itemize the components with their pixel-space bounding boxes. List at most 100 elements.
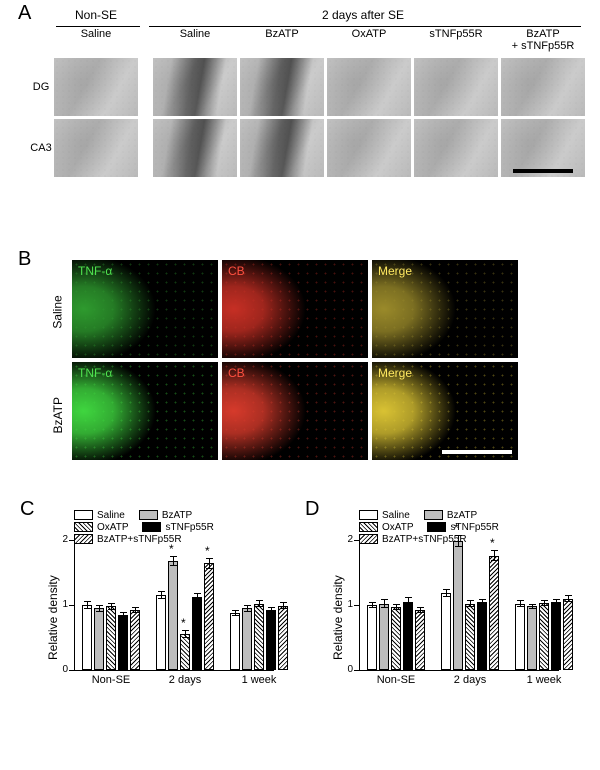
panel-b-fluorescence: Merge [372, 362, 518, 460]
panel-c-chart: SalineBzATPOxATPsTNFp55RBzATP+sTNFp55R01… [30, 520, 300, 740]
panel-b-label: B [18, 248, 31, 271]
chart-bar [441, 593, 451, 670]
legend-swatch [74, 534, 93, 544]
group-underline [149, 26, 581, 27]
y-axis-label: Relative density [46, 575, 60, 660]
chart-errorbar [123, 612, 124, 619]
chart-bar [118, 615, 128, 670]
chart-bar [82, 605, 92, 670]
chart-bar [367, 605, 377, 670]
legend-swatch [74, 522, 93, 532]
y-axis-label: Relative density [331, 575, 345, 660]
chart-bar [415, 610, 425, 670]
chart-errorbar [135, 607, 136, 614]
charts-row: C SalineBzATPOxATPsTNFp55RBzATP+sTNFp55R… [20, 498, 590, 758]
chart-errorbar [532, 604, 533, 609]
panel-b-fluorescence: CB [222, 362, 368, 460]
chart-bar [527, 606, 537, 670]
legend-swatch [427, 522, 446, 532]
y-axis [359, 540, 360, 670]
panel-a-col-label: Saline [54, 28, 138, 40]
panel-a-label: A [18, 2, 31, 25]
y-tick [354, 605, 359, 606]
chart-legend: SalineBzATPOxATPsTNFp55RBzATP+sTNFp55R [359, 510, 579, 546]
panel-a-group-label: Non-SE [54, 8, 138, 22]
panel-b-channel-tag: Merge [378, 264, 412, 278]
significance-star: * [205, 544, 210, 558]
panel-a-micrograph [153, 119, 237, 177]
panel-a-col-label: sTNFp55R [414, 28, 498, 40]
chart-errorbar [446, 589, 447, 597]
panel-a-scalebar [513, 169, 573, 173]
chart-errorbar [482, 599, 483, 606]
chart-errorbar [209, 558, 210, 568]
y-tick-label: 0 [50, 664, 68, 675]
chart-bar [551, 602, 561, 670]
chart-errorbar [111, 603, 112, 610]
y-tick [354, 540, 359, 541]
y-axis [74, 540, 75, 670]
chart-errorbar [556, 599, 557, 606]
chart-bar [379, 604, 389, 670]
panel-a-micrograph [501, 58, 585, 116]
chart-bar [515, 604, 525, 670]
panel-a-col-label: BzATP + sTNFp55R [501, 28, 585, 52]
panel-a-micrograph [153, 58, 237, 116]
panel-a-row-label: CA3 [28, 119, 54, 177]
chart-bar [477, 602, 487, 670]
chart-bar [130, 610, 140, 670]
chart-errorbar [544, 600, 545, 607]
panel-b-row-label: Saline [46, 260, 70, 358]
panel-a-micrograph [240, 119, 324, 177]
chart-bar [230, 613, 240, 670]
panel-d-chart: SalineBzATPOxATPsTNFp55RBzATP+sTNFp55R01… [315, 520, 585, 740]
x-axis [74, 670, 274, 671]
chart-bar [106, 606, 116, 670]
chart-bar [156, 595, 166, 670]
panel-a-col-label: OxATP [327, 28, 411, 40]
chart-bar [489, 556, 499, 670]
chart-errorbar [185, 630, 186, 638]
chart-bar [391, 607, 401, 670]
panel-a-micrograph [327, 119, 411, 177]
y-tick-label: 2 [50, 534, 68, 545]
chart-errorbar [161, 591, 162, 599]
chart-errorbar [247, 605, 248, 612]
chart-errorbar [384, 599, 385, 608]
chart-bar [539, 603, 549, 670]
chart-bar [204, 563, 214, 670]
chart-bar [278, 606, 288, 670]
chart-errorbar [420, 607, 421, 614]
panel-a-micrograph [327, 58, 411, 116]
panel-a-micrograph [240, 58, 324, 116]
x-group-label: Non-SE [78, 674, 144, 686]
legend-label: OxATP [382, 522, 413, 533]
legend-swatch [424, 510, 443, 520]
panel-b-fluorescence: TNF-α [72, 362, 218, 460]
panel-a-col-label: BzATP [240, 28, 324, 40]
legend-label: Saline [382, 510, 410, 521]
panel-b-fluorescence: CB [222, 260, 368, 358]
chart-errorbar [259, 600, 260, 607]
panel-b-channel-tag: TNF-α [78, 366, 112, 380]
significance-star: * [169, 542, 174, 556]
y-tick [354, 670, 359, 671]
panel-b-scalebar [442, 450, 512, 454]
chart-errorbar [458, 535, 459, 547]
legend-label: OxATP [97, 522, 128, 533]
legend-swatch [359, 510, 378, 520]
panel-a-micrograph [54, 119, 138, 177]
chart-errorbar [99, 605, 100, 612]
chart-legend: SalineBzATPOxATPsTNFp55RBzATP+sTNFp55R [74, 510, 294, 546]
significance-star: * [490, 536, 495, 550]
panel-b-channel-tag: CB [228, 264, 245, 278]
y-tick [69, 605, 74, 606]
chart-errorbar [173, 556, 174, 566]
legend-label: BzATP [447, 510, 477, 521]
chart-errorbar [396, 604, 397, 609]
panel-c-label: C [20, 498, 34, 521]
panel-a-col-label: Saline [153, 28, 237, 40]
x-group-label: 1 week [226, 674, 292, 686]
chart-bar [266, 610, 276, 670]
chart-bar [465, 604, 475, 670]
